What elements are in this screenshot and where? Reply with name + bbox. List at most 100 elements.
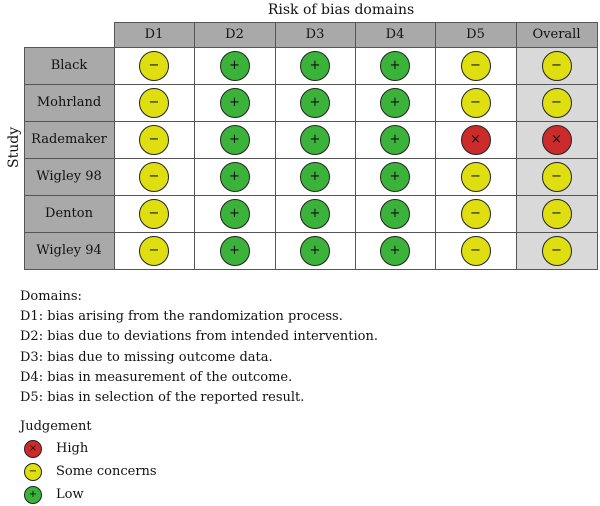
judgement-low-icon: +: [300, 87, 330, 118]
judgement-cell: +: [193, 194, 276, 233]
judgement-cell: +: [274, 194, 356, 233]
judgement-low-icon: +: [300, 50, 330, 81]
judgement-some-icon: −: [541, 87, 572, 118]
judgement-some-icon: −: [139, 198, 169, 229]
judgement-cell: ×: [434, 120, 517, 159]
judgement-legend-title: Judgement: [20, 419, 92, 434]
study-label-black: Black: [23, 46, 115, 85]
judgement-cell: +: [274, 231, 356, 270]
column-header-d3: D3: [274, 21, 356, 48]
judgement-cell: +: [354, 157, 436, 196]
judgement-cell: −: [515, 194, 598, 233]
judgement-cell: +: [274, 83, 356, 122]
column-header-d2: D2: [193, 21, 276, 48]
judgement-cell: +: [193, 83, 276, 122]
judgement-legend-item: × High: [20, 437, 157, 460]
column-header-overall: Overall: [515, 21, 598, 48]
judgement-low-icon: +: [219, 161, 250, 192]
judgement-legend-label: Low: [56, 487, 84, 502]
judgement-legend-label: Some concerns: [56, 464, 157, 479]
judgement-some-icon: −: [541, 198, 572, 229]
judgement-cell: −: [434, 231, 517, 270]
judgement-cell: +: [274, 46, 356, 85]
domain-description-d1: D1: bias arising from the randomization …: [20, 309, 343, 325]
judgement-high-icon: ×: [460, 124, 491, 155]
judgement-low-icon: +: [380, 124, 410, 155]
domain-description-d4: D4: bias in measurement of the outcome.: [20, 369, 293, 385]
judgement-low-icon: +: [219, 198, 250, 229]
judgement-cell: +: [354, 194, 436, 233]
judgement-some-icon: −: [460, 161, 491, 192]
judgement-low-icon: +: [380, 161, 410, 192]
judgement-cell: −: [434, 157, 517, 196]
judgement-some-icon: −: [139, 235, 169, 266]
judgement-low-icon: +: [380, 235, 410, 266]
judgement-high-icon: ×: [541, 124, 572, 155]
domain-description-d3: D3: bias due to missing outcome data.: [20, 349, 273, 365]
judgement-some-icon: −: [139, 87, 169, 118]
judgement-some-icon: −: [139, 124, 169, 155]
judgement-cell: −: [113, 231, 195, 270]
judgement-some-icon: −: [541, 50, 572, 81]
judgement-cell: −: [434, 194, 517, 233]
judgement-low-icon: +: [219, 124, 250, 155]
judgement-low-icon: +: [300, 161, 330, 192]
domain-description-d5: D5: bias in selection of the reported re…: [20, 389, 305, 405]
judgement-low-icon: +: [219, 235, 250, 266]
judgement-high-icon: ×: [24, 439, 42, 458]
judgement-legend-item: − Some concerns: [20, 460, 157, 483]
judgement-cell: −: [515, 231, 598, 270]
judgement-cell: −: [113, 157, 195, 196]
judgement-some-icon: −: [139, 50, 169, 81]
judgement-low-icon: +: [300, 124, 330, 155]
judgement-cell: −: [113, 46, 195, 85]
domain-description-d2: D2: bias due to deviations from intended…: [20, 329, 378, 345]
study-label-denton: Denton: [23, 194, 115, 233]
judgement-low-icon: +: [380, 198, 410, 229]
judgement-cell: −: [515, 157, 598, 196]
judgement-cell: −: [113, 83, 195, 122]
judgement-low-icon: +: [380, 50, 410, 81]
judgement-low-icon: +: [219, 50, 250, 81]
column-header-d4: D4: [354, 21, 436, 48]
study-label-mohrland: Mohrland: [23, 83, 115, 122]
judgement-some-icon: −: [460, 87, 491, 118]
judgement-cell: −: [515, 83, 598, 122]
judgement-cell: −: [515, 46, 598, 85]
judgement-some-icon: −: [541, 235, 572, 266]
judgement-low-icon: +: [300, 198, 330, 229]
judgement-low-icon: +: [380, 87, 410, 118]
judgement-cell: +: [193, 120, 276, 159]
judgement-legend-label: High: [56, 441, 89, 456]
judgement-some-icon: −: [541, 161, 572, 192]
judgement-some-icon: −: [460, 198, 491, 229]
judgement-cell: +: [354, 231, 436, 270]
judgement-some-icon: −: [139, 161, 169, 192]
judgement-cell: +: [274, 157, 356, 196]
study-label-wigley-94: Wigley 94: [23, 231, 115, 270]
judgement-cell: −: [434, 83, 517, 122]
judgement-cell: ×: [515, 120, 598, 159]
column-header-d1: D1: [113, 21, 195, 48]
study-axis-label: Study: [6, 126, 22, 168]
judgement-cell: −: [113, 194, 195, 233]
judgement-low-icon: +: [300, 235, 330, 266]
domains-header: Risk of bias domains: [267, 2, 415, 18]
judgement-cell: +: [274, 120, 356, 159]
judgement-low-icon: +: [219, 87, 250, 118]
judgement-some-icon: −: [24, 462, 42, 481]
judgement-legend-item: + Low: [20, 483, 157, 506]
study-label-wigley-98: Wigley 98: [23, 157, 115, 196]
judgement-cell: +: [193, 46, 276, 85]
domains-legend-title: Domains:: [20, 289, 82, 304]
judgement-low-icon: +: [24, 485, 42, 504]
judgement-cell: +: [354, 83, 436, 122]
judgement-cell: +: [193, 231, 276, 270]
judgement-cell: −: [113, 120, 195, 159]
judgement-cell: +: [193, 157, 276, 196]
study-label-rademaker: Rademaker: [23, 120, 115, 159]
grid-corner: [24, 22, 115, 48]
judgement-some-icon: −: [460, 235, 491, 266]
column-header-d5: D5: [434, 21, 517, 48]
judgement-cell: +: [354, 120, 436, 159]
